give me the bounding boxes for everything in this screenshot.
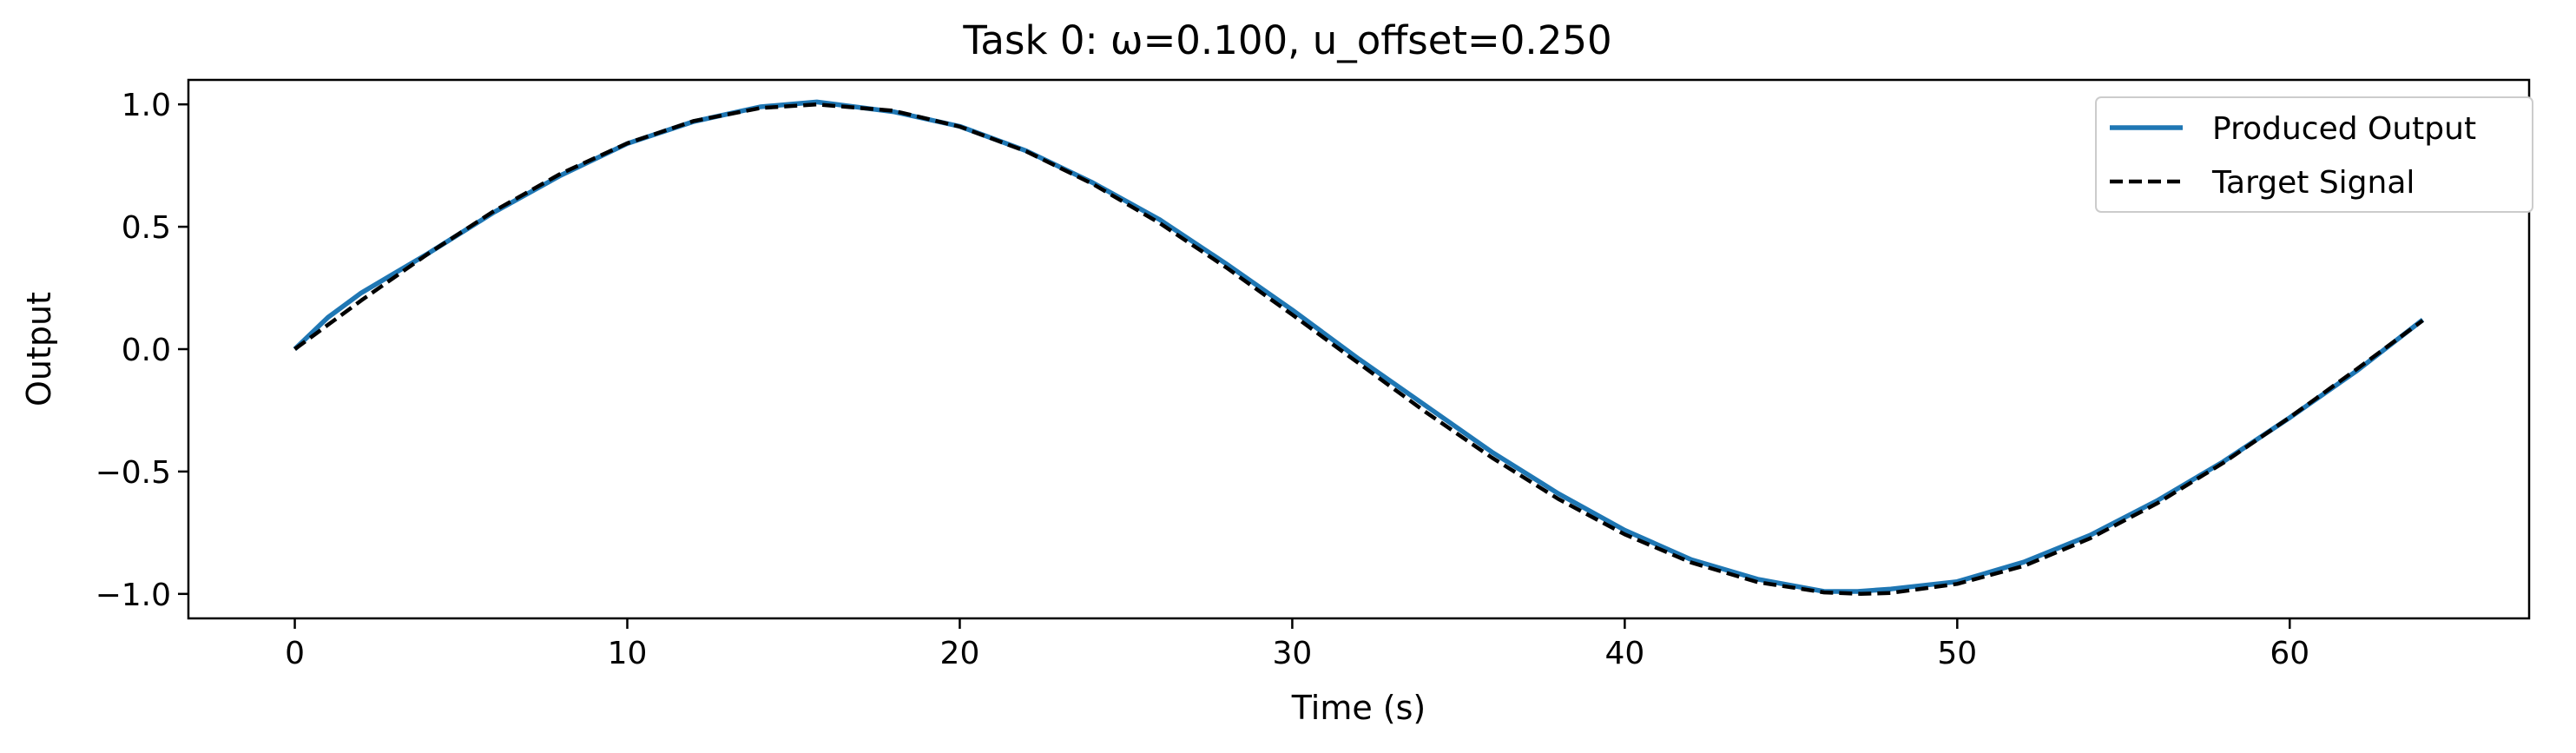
legend-label-target-signal: Target Signal [2211,165,2415,201]
x-axis-label: Time (s) [1291,689,1426,727]
y-tick-label: 1.0 [122,88,171,123]
y-axis: −1.0 −0.5 0.0 0.5 1.0 [96,88,188,613]
x-tick-label: 0 [285,636,305,671]
series-line-target-signal [293,102,2424,597]
x-axis: 0 10 20 30 40 50 60 [285,618,2309,671]
legend-box [2095,96,2533,213]
legend-label-produced-output: Produced Output [2212,111,2476,147]
series-line-produced-output [293,99,2425,594]
x-tick-label: 20 [940,636,980,671]
x-tick-label: 10 [608,636,648,671]
y-tick-label: −1.0 [96,578,171,613]
y-tick-label: −0.5 [96,455,171,491]
y-tick-label: 0.0 [122,333,171,368]
y-axis-label: Output [20,292,58,406]
x-tick-label: 30 [1273,636,1313,671]
plot-series [293,99,2425,597]
x-tick-label: 40 [1604,636,1644,671]
y-tick-label: 0.5 [122,210,171,246]
x-tick-label: 50 [1937,636,1977,671]
legend: Produced Output Target Signal [2095,96,2533,213]
chart-title: Task 0: ω=0.100, u_offset=0.250 [962,17,1611,63]
x-tick-label: 60 [2270,636,2309,671]
